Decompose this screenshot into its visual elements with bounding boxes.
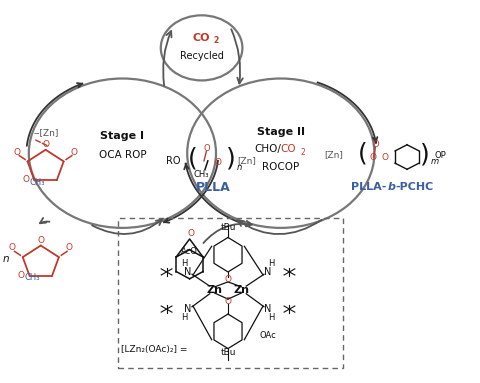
Text: O: O (225, 275, 231, 284)
Text: AcO: AcO (181, 247, 198, 256)
Text: ROCOP: ROCOP (262, 162, 300, 172)
Text: PLLA: PLLA (196, 181, 231, 194)
Text: 2: 2 (301, 147, 306, 157)
Text: CHO/: CHO/ (254, 144, 281, 154)
Text: ): ) (226, 146, 235, 170)
Text: tBu: tBu (220, 223, 236, 232)
Text: H: H (268, 313, 275, 322)
Text: Zn: Zn (233, 285, 250, 295)
Text: O: O (37, 236, 44, 245)
Text: [Zn]: [Zn] (238, 156, 256, 165)
Text: O: O (215, 157, 222, 167)
Text: RO: RO (166, 156, 180, 166)
Text: O: O (187, 229, 194, 238)
Text: CH₃: CH₃ (29, 178, 45, 187)
Text: O: O (9, 244, 16, 252)
Text: 2: 2 (214, 36, 219, 46)
Text: CH₃: CH₃ (24, 273, 40, 282)
Text: m: m (431, 157, 439, 166)
Text: -PCHC: -PCHC (396, 182, 434, 192)
Text: O: O (17, 271, 24, 280)
Text: n: n (3, 254, 10, 264)
Text: [Zn]: [Zn] (324, 151, 343, 160)
Text: Zn: Zn (206, 285, 223, 295)
Text: O: O (71, 148, 78, 157)
Text: OP: OP (434, 151, 446, 160)
Text: O: O (13, 148, 21, 157)
Text: [LZn₂(OAc)₂] =: [LZn₂(OAc)₂] = (121, 345, 188, 354)
Text: O: O (382, 153, 388, 162)
Text: O: O (372, 140, 379, 149)
Text: H: H (268, 259, 275, 268)
Text: N: N (184, 267, 192, 277)
Text: H: H (181, 259, 188, 268)
Text: ): ) (420, 142, 430, 166)
Text: CH₃: CH₃ (194, 170, 209, 179)
Text: N: N (264, 267, 272, 277)
Text: O: O (370, 153, 377, 162)
Text: (: ( (188, 146, 198, 170)
Text: N: N (184, 304, 192, 314)
Text: tBu: tBu (220, 348, 236, 357)
Text: b: b (388, 182, 396, 192)
Text: CO: CO (281, 144, 297, 154)
Text: CO: CO (193, 33, 210, 43)
Text: Stage I: Stage I (100, 131, 144, 141)
Text: (: ( (358, 141, 367, 165)
Text: n: n (237, 163, 242, 172)
Text: O: O (225, 297, 231, 306)
Text: O: O (66, 244, 73, 252)
Text: O: O (22, 175, 29, 184)
Text: PLLA-: PLLA- (351, 182, 386, 192)
Text: --[Zn]: --[Zn] (34, 128, 59, 137)
Text: OAc: OAc (259, 331, 276, 340)
Text: OCA ROP: OCA ROP (98, 150, 146, 160)
Text: O: O (42, 140, 49, 149)
Text: Recycled: Recycled (180, 51, 224, 61)
Text: N: N (264, 304, 272, 314)
Text: H: H (181, 313, 188, 322)
Text: O: O (204, 144, 210, 153)
Text: Stage II: Stage II (257, 127, 305, 137)
